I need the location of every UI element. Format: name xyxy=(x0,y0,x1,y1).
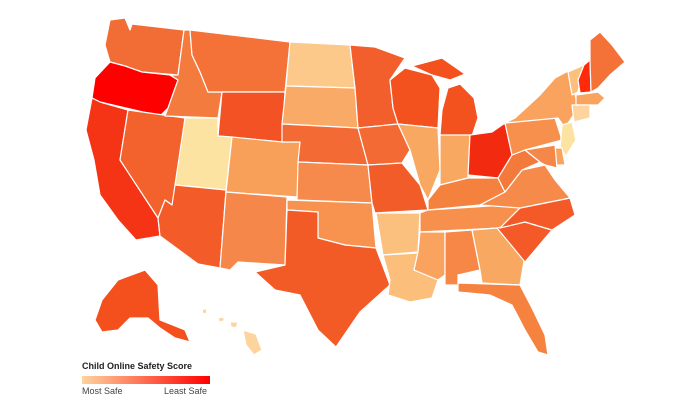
state-colorado xyxy=(225,136,301,198)
state-new-mexico xyxy=(219,191,288,271)
state-iowa xyxy=(357,123,411,166)
state-maryland xyxy=(524,144,558,169)
state-south-dakota xyxy=(281,85,359,129)
state-michigan xyxy=(411,57,479,137)
legend-high-label: Least Safe xyxy=(164,386,208,396)
state-california xyxy=(85,97,161,241)
state-indiana xyxy=(439,134,471,186)
legend-low-label: Most Safe xyxy=(82,386,123,396)
state-new-york xyxy=(504,69,579,129)
state-kansas xyxy=(296,161,373,204)
legend: Child Online Safety Score Most Safe Leas… xyxy=(82,361,222,398)
state-texas xyxy=(254,209,391,348)
legend-title: Child Online Safety Score xyxy=(82,361,193,371)
state-massachusetts xyxy=(575,91,606,106)
state-wyoming xyxy=(217,91,286,143)
state-new-hampshire xyxy=(577,59,592,94)
state-wisconsin xyxy=(389,67,441,129)
state-north-dakota xyxy=(285,41,356,89)
state-vermont xyxy=(567,64,585,96)
state-florida xyxy=(457,282,549,356)
state-arkansas xyxy=(375,212,421,256)
state-maine xyxy=(589,31,626,93)
state-alaska xyxy=(94,269,191,343)
state-connecticut xyxy=(571,104,591,123)
state-hawaii xyxy=(201,307,263,356)
legend-gradient-bar xyxy=(82,376,210,384)
state-montana xyxy=(189,29,291,93)
legend-labels: Most Safe Least Safe xyxy=(82,386,217,398)
state-new-jersey xyxy=(559,121,577,157)
